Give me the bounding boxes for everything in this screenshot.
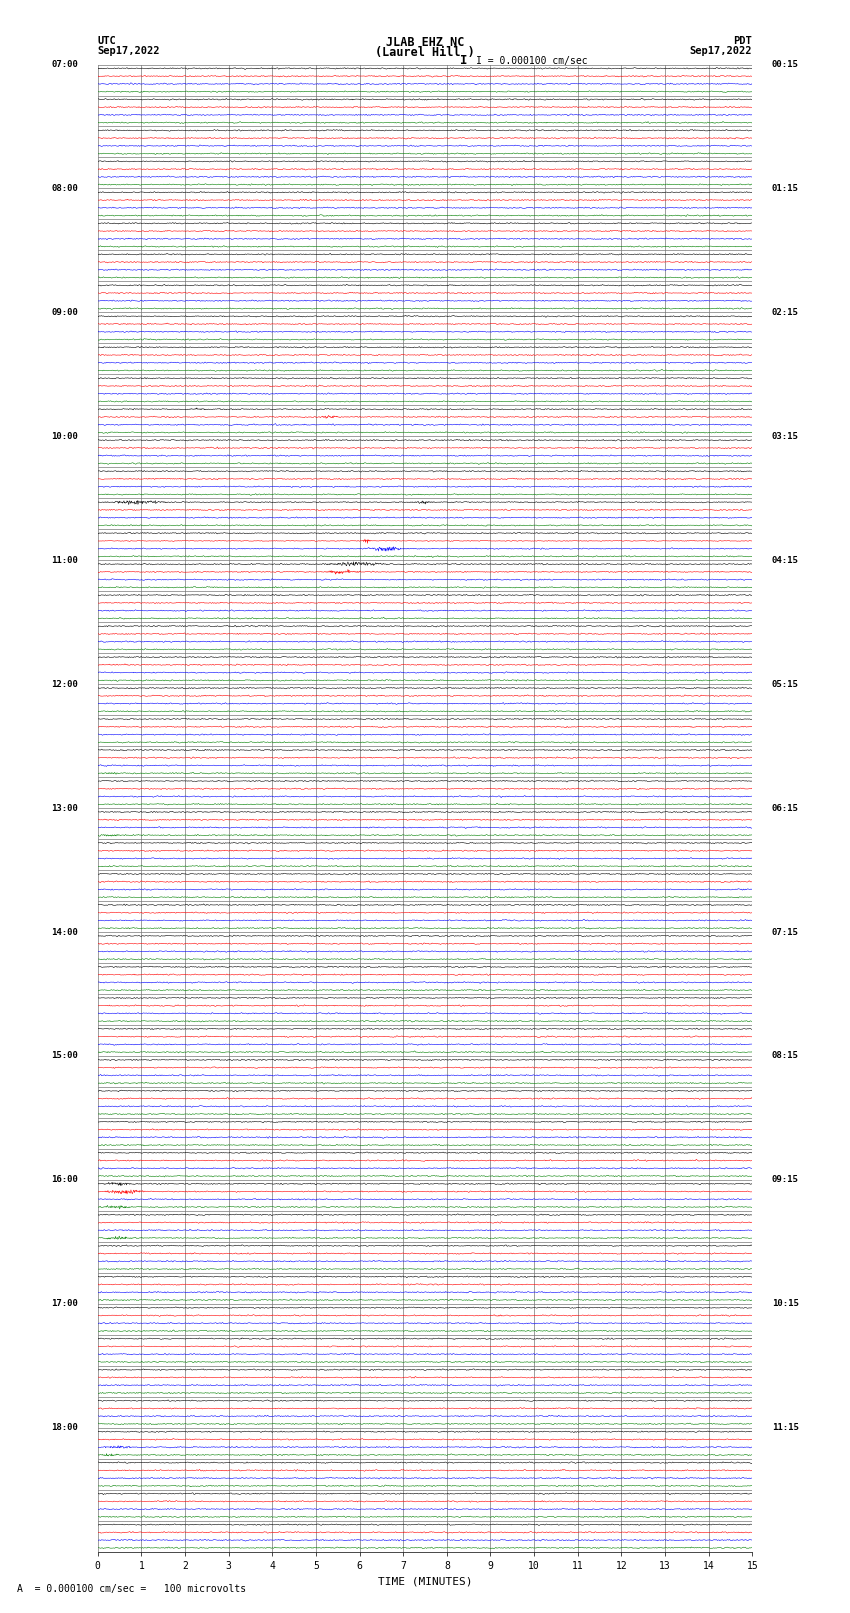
Text: 02:15: 02:15 (772, 308, 799, 316)
Text: 15:00: 15:00 (51, 1052, 78, 1060)
Text: 14:00: 14:00 (51, 927, 78, 937)
Text: 10:00: 10:00 (51, 432, 78, 440)
Text: 00:15: 00:15 (772, 60, 799, 69)
Text: JLAB EHZ NC: JLAB EHZ NC (386, 37, 464, 50)
Text: 07:15: 07:15 (772, 927, 799, 937)
X-axis label: TIME (MINUTES): TIME (MINUTES) (377, 1576, 473, 1586)
Text: 10:15: 10:15 (772, 1300, 799, 1308)
Text: 01:15: 01:15 (772, 184, 799, 194)
Text: 07:00: 07:00 (51, 60, 78, 69)
Text: (Laurel Hill ): (Laurel Hill ) (375, 45, 475, 60)
Text: I: I (460, 53, 467, 68)
Text: 03:15: 03:15 (772, 432, 799, 440)
Text: UTC: UTC (98, 37, 116, 47)
Text: 06:15: 06:15 (772, 803, 799, 813)
Text: 05:15: 05:15 (772, 679, 799, 689)
Text: 09:00: 09:00 (51, 308, 78, 316)
Text: 12:00: 12:00 (51, 679, 78, 689)
Text: 04:15: 04:15 (772, 556, 799, 565)
Text: 18:00: 18:00 (51, 1423, 78, 1432)
Text: 11:15: 11:15 (772, 1423, 799, 1432)
Text: A  = 0.000100 cm/sec =   100 microvolts: A = 0.000100 cm/sec = 100 microvolts (17, 1584, 246, 1594)
Text: 08:00: 08:00 (51, 184, 78, 194)
Text: PDT: PDT (734, 37, 752, 47)
Text: 09:15: 09:15 (772, 1176, 799, 1184)
Text: I = 0.000100 cm/sec: I = 0.000100 cm/sec (476, 56, 587, 66)
Text: 11:00: 11:00 (51, 556, 78, 565)
Text: 16:00: 16:00 (51, 1176, 78, 1184)
Text: Sep17,2022: Sep17,2022 (689, 45, 752, 56)
Text: 13:00: 13:00 (51, 803, 78, 813)
Text: Sep17,2022: Sep17,2022 (98, 45, 161, 56)
Text: 17:00: 17:00 (51, 1300, 78, 1308)
Text: 08:15: 08:15 (772, 1052, 799, 1060)
